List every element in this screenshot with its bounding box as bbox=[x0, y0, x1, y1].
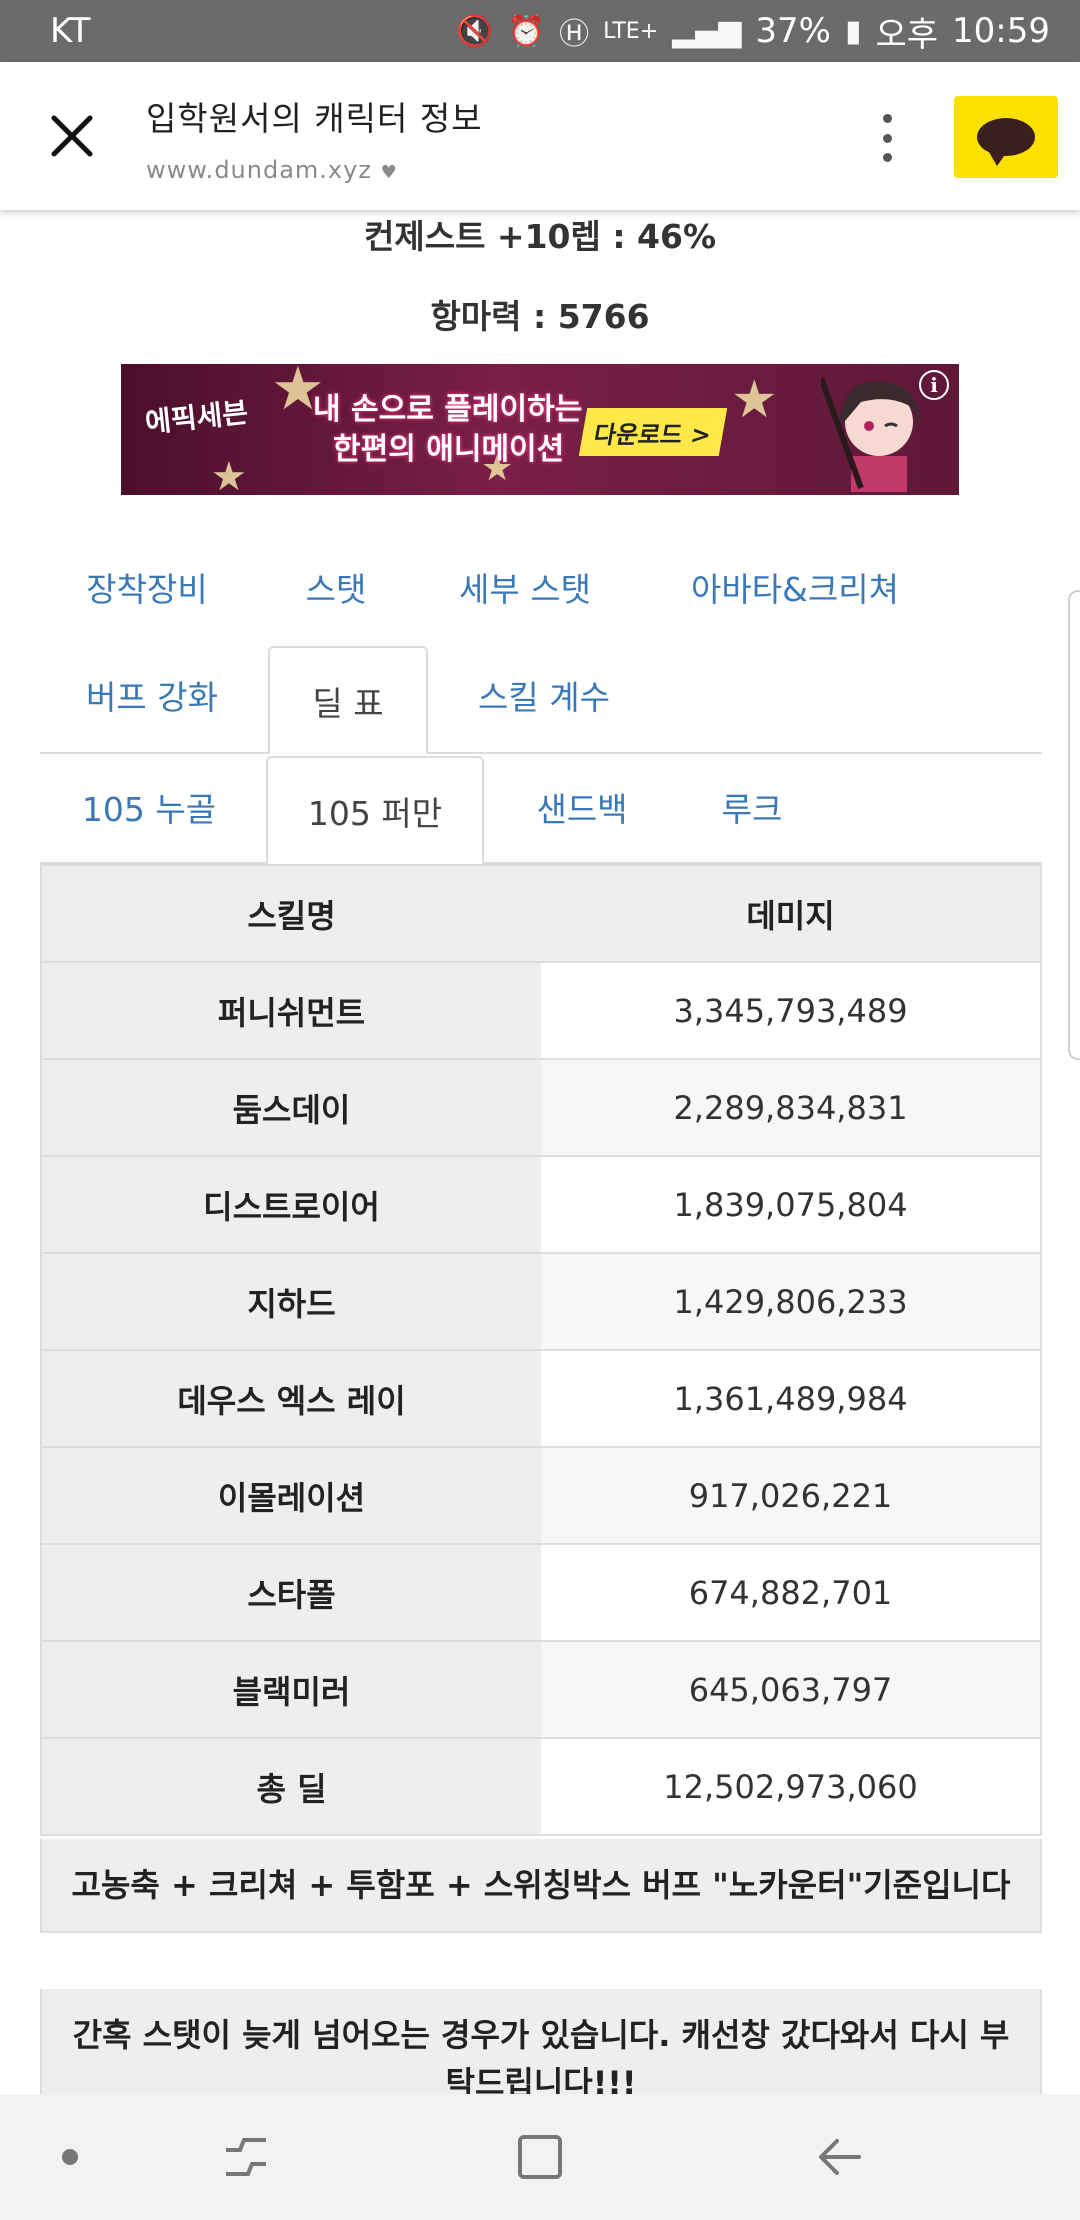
back-arrow-icon bbox=[819, 2139, 861, 2175]
table-row: 블랙미러 645,063,797 bbox=[41, 1641, 1041, 1739]
hd-voice-icon: Ⓗ bbox=[559, 17, 590, 52]
alarm-icon: ⏰ bbox=[507, 13, 546, 49]
table-row: 데우스 엑스 레이 1,361,489,984 bbox=[41, 1350, 1041, 1448]
tab-damage-table[interactable]: 딜 표 bbox=[268, 646, 428, 754]
star-decoration-icon: ★ bbox=[731, 370, 778, 430]
skill-name: 데우스 엑스 레이 bbox=[41, 1350, 541, 1448]
subtab-sandbag[interactable]: 샌드백 bbox=[536, 790, 628, 829]
total-label: 총 딜 bbox=[41, 1738, 541, 1836]
total-damage-value: 12,502,973,060 bbox=[541, 1738, 1041, 1836]
info-icon[interactable]: i bbox=[919, 370, 949, 400]
table-row: 디스트로이어 1,839,075,804 bbox=[41, 1156, 1041, 1254]
main-tabs-divider bbox=[40, 752, 1042, 754]
nav-dot-button[interactable] bbox=[40, 2094, 100, 2220]
anime-character-image bbox=[821, 376, 920, 492]
subtab-105-nugol[interactable]: 105 누골 bbox=[81, 790, 217, 829]
carrier-label: KT bbox=[50, 11, 91, 51]
skill-name: 블랙미러 bbox=[41, 1641, 541, 1739]
battery-percent: 37% bbox=[755, 11, 831, 51]
tab-equipment[interactable]: 장착장비 bbox=[86, 570, 208, 609]
signal-icon: ▂▄▆ bbox=[672, 13, 742, 49]
back-button[interactable] bbox=[790, 2094, 890, 2220]
skill-name: 스타폴 bbox=[41, 1544, 541, 1642]
damage-value: 1,839,075,804 bbox=[541, 1156, 1041, 1254]
ampm-label: 오후 bbox=[875, 14, 939, 55]
speech-bubble-icon bbox=[977, 118, 1035, 166]
stat-line-conjest: 컨제스트 +10렙 : 46% bbox=[363, 217, 717, 256]
status-icons: 🔇 ⏰ Ⓗ LTE+ ▂▄▆ 37% ▮ 오후 10:59 bbox=[456, 7, 1050, 56]
damage-value: 1,429,806,233 bbox=[541, 1253, 1041, 1351]
system-nav-bar bbox=[0, 2094, 1080, 2220]
home-icon bbox=[518, 2135, 562, 2179]
kebab-dot-icon bbox=[882, 133, 892, 143]
title-block: 입학원서의 캐릭터 정보 www.dundam.xyz ♥ bbox=[146, 92, 483, 184]
tab-avatar-creature[interactable]: 아바타&크리쳐 bbox=[691, 570, 899, 609]
tab-stats[interactable]: 스탯 bbox=[305, 570, 367, 609]
recent-apps-button[interactable] bbox=[196, 2094, 296, 2220]
table-row: 스타폴 674,882,701 bbox=[41, 1544, 1041, 1642]
subtab-105-perman[interactable]: 105 퍼만 bbox=[266, 756, 484, 864]
kebab-dot-icon bbox=[882, 114, 892, 123]
clock-label: 10:59 bbox=[952, 11, 1050, 51]
skill-name: 둠스데이 bbox=[41, 1059, 541, 1157]
damage-value: 645,063,797 bbox=[541, 1641, 1041, 1739]
ad-copy-line2: 한편의 애니메이션 bbox=[333, 432, 565, 467]
skill-name: 지하드 bbox=[41, 1253, 541, 1351]
star-decoration-icon: ★ bbox=[271, 364, 325, 424]
more-options-button[interactable] bbox=[872, 108, 902, 168]
table-row: 이몰레이션 917,026,221 bbox=[41, 1447, 1041, 1545]
mute-icon: 🔇 bbox=[456, 13, 494, 49]
tab-skill-coefficient[interactable]: 스킬 계수 bbox=[478, 678, 610, 717]
table-row: 퍼니쉬먼트 3,345,793,489 bbox=[41, 962, 1041, 1060]
subtab-luke[interactable]: 루크 bbox=[721, 790, 783, 829]
close-icon bbox=[51, 115, 93, 157]
table-row: 지하드 1,429,806,233 bbox=[41, 1253, 1041, 1351]
ad-download-button[interactable]: 다운로드 > bbox=[578, 408, 728, 456]
kakaotalk-share-button[interactable] bbox=[954, 96, 1058, 178]
total-damage-row: 총 딜 12,502,973,060 bbox=[41, 1738, 1041, 1836]
home-button[interactable] bbox=[490, 2094, 590, 2220]
damage-value: 3,345,793,489 bbox=[541, 962, 1041, 1060]
recent-apps-icon bbox=[226, 2138, 266, 2176]
damage-value: 1,361,489,984 bbox=[541, 1350, 1041, 1448]
damage-table: 스킬명 데미지 퍼니쉬먼트 3,345,793,489 둠스데이 2,289,834… bbox=[40, 864, 1042, 1836]
kebab-dot-icon bbox=[882, 153, 892, 162]
ad-banner[interactable]: ★ ★ ★ ★ 에픽세븐 내 손으로 플레이하는 한편의 애니메이션 다운로드 … bbox=[121, 364, 959, 495]
column-header-skill: 스킬명 bbox=[41, 865, 541, 963]
browser-header: 입학원서의 캐릭터 정보 www.dundam.xyz ♥ bbox=[0, 62, 1080, 210]
status-bar: KT 🔇 ⏰ Ⓗ LTE+ ▂▄▆ 37% ▮ 오후 10:59 bbox=[0, 0, 1080, 62]
sub-tabs-divider bbox=[40, 862, 1042, 864]
damage-value: 2,289,834,831 bbox=[541, 1059, 1041, 1157]
table-header-row: 스킬명 데미지 bbox=[41, 865, 1041, 963]
dot-icon bbox=[62, 2149, 78, 2165]
stat-line-resist: 항마력 : 5766 bbox=[430, 297, 650, 336]
heart-icon: ♥ bbox=[380, 162, 398, 183]
skill-name: 이몰레이션 bbox=[41, 1447, 541, 1545]
page-title: 입학원서의 캐릭터 정보 bbox=[146, 99, 483, 138]
ad-copy: 내 손으로 플레이하는 한편의 애니메이션 bbox=[313, 390, 582, 470]
close-button[interactable] bbox=[40, 104, 104, 168]
page-content[interactable]: 컨제스트 +10렙 : 46% 항마력 : 5766 ★ ★ ★ ★ 에픽세븐 … bbox=[0, 210, 1080, 2094]
side-drawer-handle[interactable] bbox=[1068, 590, 1080, 1060]
tab-buff-enhance[interactable]: 버프 강화 bbox=[86, 678, 218, 717]
skill-name: 퍼니쉬먼트 bbox=[41, 962, 541, 1060]
column-header-damage: 데미지 bbox=[541, 865, 1041, 963]
battery-icon: ▮ bbox=[844, 13, 862, 49]
table-row: 둠스데이 2,289,834,831 bbox=[41, 1059, 1041, 1157]
ad-brand-logo: 에픽세븐 bbox=[143, 395, 250, 440]
buff-basis-note: 고농축 + 크리쳐 + 투함포 + 스위칭박스 버프 "노카운터"기준입니다 bbox=[40, 1839, 1042, 1933]
star-decoration-icon: ★ bbox=[481, 448, 514, 489]
page-url-text: www.dundam.xyz bbox=[146, 156, 372, 184]
damage-value: 674,882,701 bbox=[541, 1544, 1041, 1642]
damage-value: 917,026,221 bbox=[541, 1447, 1041, 1545]
skill-name: 디스트로이어 bbox=[41, 1156, 541, 1254]
refresh-hint-note: 간혹 스탯이 늦게 넘어오는 경우가 있습니다. 캐선창 갔다와서 다시 부탁드… bbox=[40, 1989, 1042, 2094]
ad-copy-line1: 내 손으로 플레이하는 bbox=[313, 392, 583, 427]
star-decoration-icon: ★ bbox=[211, 454, 247, 495]
page-url[interactable]: www.dundam.xyz ♥ bbox=[146, 156, 483, 184]
network-label: LTE+ bbox=[603, 18, 659, 44]
tab-detail-stats[interactable]: 세부 스탯 bbox=[459, 570, 591, 609]
